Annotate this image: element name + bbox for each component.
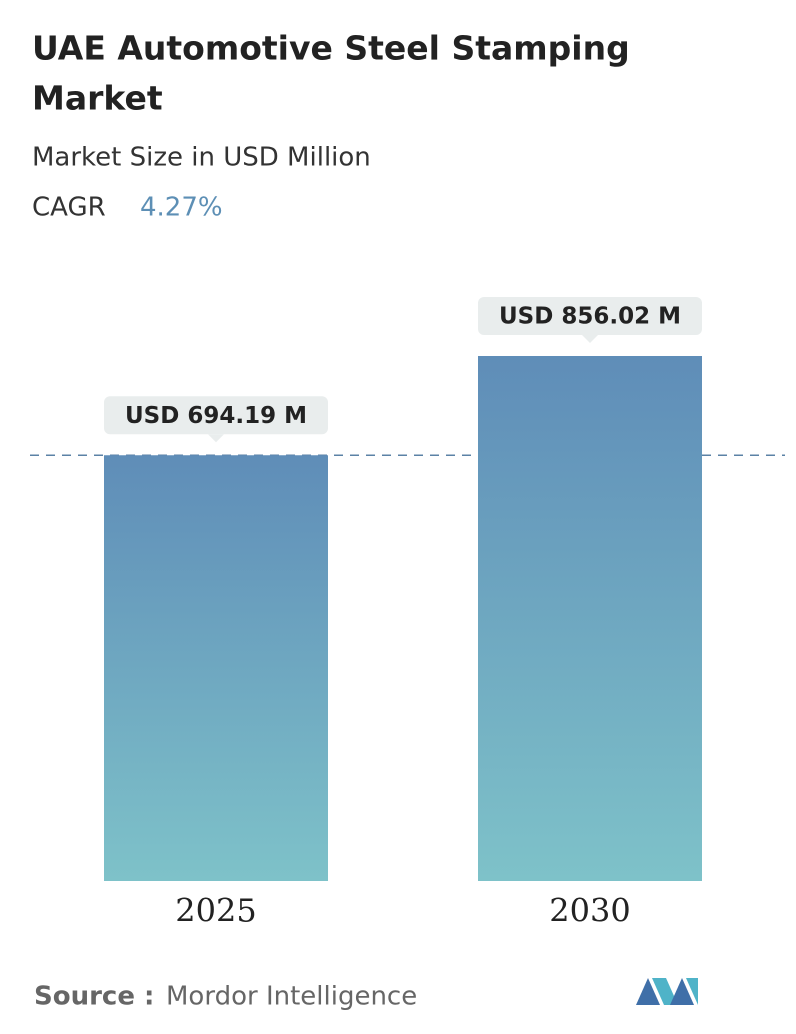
logo xyxy=(636,978,698,1005)
bar xyxy=(104,455,328,881)
bar xyxy=(478,356,702,881)
source: Mordor Intelligence xyxy=(166,982,417,1012)
x-tick-label: 2030 xyxy=(549,892,630,930)
cagr-value: 4.27% xyxy=(140,193,223,223)
source-label: Source : xyxy=(34,982,154,1012)
value-label-bg xyxy=(478,297,702,335)
value-label: USD 694.19 M xyxy=(125,403,307,429)
subtitle: Market Size in USD Million xyxy=(32,143,371,173)
chart-title-line-2: Market xyxy=(32,79,163,118)
cagr-label: CAGR xyxy=(32,193,106,223)
chart-title-line-1: UAE Automotive Steel Stamping xyxy=(32,29,630,68)
value-label-bg xyxy=(104,396,328,435)
value-label: USD 856.02 M xyxy=(499,304,681,330)
x-tick-label: 2025 xyxy=(175,892,256,930)
value-label-pointer xyxy=(208,434,224,443)
value-label-pointer xyxy=(582,335,598,343)
plot: USD 694.19 M 2025 USD 856.02 M 2030 xyxy=(30,297,785,930)
